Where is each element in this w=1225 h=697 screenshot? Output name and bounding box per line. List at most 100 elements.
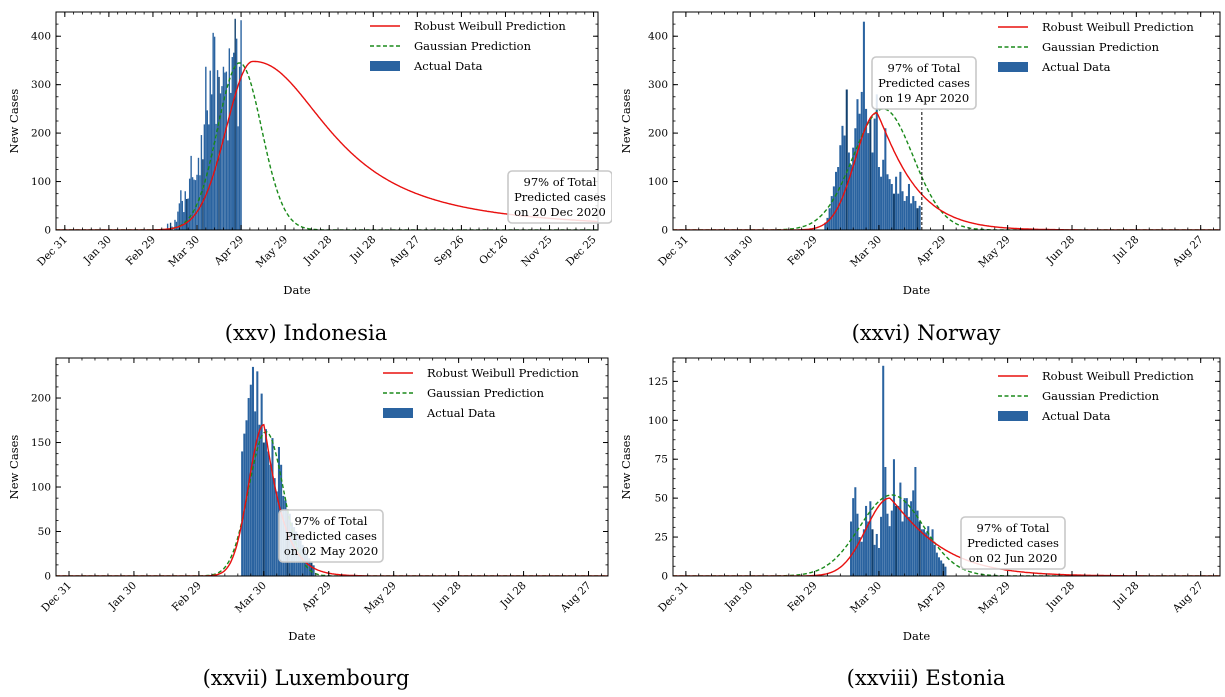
luxembourg-legend: Robust Weibull Prediction Gaussian Predic… xyxy=(383,366,579,420)
indonesia-bar xyxy=(205,66,207,230)
chart-panel-indonesia: 0 100 200 300 400 Dec 31 Jan 30 Feb 29 Mar 30 Apr… xyxy=(0,0,613,346)
indonesia-annotation-line: Predicted cases xyxy=(514,190,606,204)
norway-bar xyxy=(907,183,910,230)
estonia-xtick-label: Mar 30 xyxy=(848,580,884,616)
estonia-bar xyxy=(944,566,947,576)
indonesia-bar xyxy=(197,157,200,230)
estonia-bar xyxy=(882,365,885,576)
indonesia-bar xyxy=(234,18,236,230)
luxembourg-bar xyxy=(269,464,272,576)
estonia-ytick-label: 125 xyxy=(648,376,668,388)
norway-bar xyxy=(918,205,921,230)
indonesia-bar xyxy=(221,86,223,230)
indonesia-ytick-label: 300 xyxy=(31,79,51,91)
indonesia-bar xyxy=(240,20,242,230)
indonesia-bar xyxy=(177,211,179,230)
norway-bar xyxy=(869,118,872,230)
luxembourg-bar xyxy=(251,366,255,576)
luxembourg-xtick-label: Aug 27 xyxy=(558,580,594,616)
norway-bar xyxy=(847,152,850,230)
indonesia-bar xyxy=(216,70,219,230)
luxembourg-bar xyxy=(254,411,257,576)
estonia-ytick-label: 100 xyxy=(648,415,668,427)
estonia-xtick-label: Jan 30 xyxy=(722,580,755,613)
estonia-ytick-label: 0 xyxy=(661,571,668,583)
estonia-bar xyxy=(892,459,895,576)
indonesia-xlabel: Date xyxy=(283,283,311,297)
indonesia-bar xyxy=(227,140,229,230)
estonia-ytick-label: 50 xyxy=(655,493,668,505)
norway-ytick-label: 200 xyxy=(648,128,668,140)
indonesia-bar xyxy=(184,191,186,230)
estonia-bar xyxy=(852,498,855,576)
norway-bar xyxy=(835,171,838,230)
norway-bar xyxy=(854,128,857,230)
norway-bar xyxy=(837,167,840,230)
norway-legend-entry: Actual Data xyxy=(1041,60,1111,74)
norway-annotation-line: on 19 Apr 2020 xyxy=(879,91,969,105)
estonia-bar xyxy=(862,529,865,576)
norway-bar xyxy=(897,193,900,230)
luxembourg-xtick-label: Feb 29 xyxy=(170,580,204,614)
indonesia-xtick-label: Oct 26 xyxy=(477,233,511,267)
estonia-xtick-label: Dec 31 xyxy=(656,580,691,615)
indonesia-bar xyxy=(206,110,208,230)
luxembourg-annotation-line: 97% of Total xyxy=(295,514,368,528)
estonia-bar xyxy=(865,505,868,576)
indonesia-bar xyxy=(194,180,197,230)
estonia-legend: Robust Weibull Prediction Gaussian Predic… xyxy=(998,369,1194,423)
indonesia-bar xyxy=(178,203,181,230)
indonesia-bar xyxy=(183,212,185,230)
indonesia-bar xyxy=(202,159,204,230)
estonia-legend-entry: Gaussian Prediction xyxy=(1042,389,1160,403)
norway-bar xyxy=(905,196,908,230)
luxembourg-bar xyxy=(264,429,268,576)
norway-bar xyxy=(824,222,827,230)
luxembourg-ylabel: New Cases xyxy=(7,435,21,500)
luxembourg-annotation-line: on 02 May 2020 xyxy=(284,544,378,558)
chart-norway: 0 100 200 300 400 Dec 31 Jan 30 Feb 29 Mar 30 Apr… xyxy=(619,11,1221,345)
norway-ytick-label: 400 xyxy=(648,31,668,43)
indonesia-ytick-label: 400 xyxy=(31,31,51,43)
luxembourg-bar xyxy=(312,565,315,576)
estonia-xtick-label: May 29 xyxy=(976,580,1013,617)
luxembourg-bar xyxy=(306,553,309,576)
estonia-bar xyxy=(918,521,921,576)
estonia-bar xyxy=(854,487,857,576)
norway-annotation-line: Predicted cases xyxy=(878,76,970,90)
norway-bar xyxy=(850,164,853,230)
estonia-annotation-line: Predicted cases xyxy=(967,536,1059,550)
luxembourg-xtick-label: Jul 28 xyxy=(498,580,529,611)
estonia-bar xyxy=(940,560,943,576)
indonesia-bar xyxy=(174,219,176,230)
norway-bar xyxy=(843,135,846,230)
estonia-bar xyxy=(877,547,880,576)
estonia-bar xyxy=(901,521,904,576)
norway-legend-entry: Robust Weibull Prediction xyxy=(1042,20,1194,34)
estonia-xtick-label: Aug 27 xyxy=(1170,580,1206,616)
indonesia-bar xyxy=(233,52,235,230)
estonia-bar xyxy=(871,529,874,576)
estonia-bar xyxy=(905,498,908,576)
luxembourg-bar xyxy=(243,433,246,576)
norway-bar xyxy=(867,133,870,230)
estonia-bar xyxy=(873,544,876,576)
indonesia-bar xyxy=(180,190,182,230)
luxembourg-ytick-label: 100 xyxy=(31,482,51,494)
norway-bar xyxy=(873,118,876,230)
indonesia-caption: (xxv) Indonesia xyxy=(225,321,387,345)
norway-bar xyxy=(862,21,865,230)
norway-ytick-label: 100 xyxy=(648,176,668,188)
indonesia-xtick-label: Feb 29 xyxy=(124,234,158,268)
norway-ytick-label: 300 xyxy=(648,79,668,91)
indonesia-bar xyxy=(188,178,191,230)
indonesia-xtick-label: Jan 30 xyxy=(81,234,114,267)
norway-bar xyxy=(892,193,895,230)
estonia-bar xyxy=(927,526,930,576)
indonesia-bar xyxy=(175,221,178,230)
norway-bar xyxy=(845,89,848,230)
indonesia-bar xyxy=(196,174,198,230)
norway-bar xyxy=(890,183,893,230)
